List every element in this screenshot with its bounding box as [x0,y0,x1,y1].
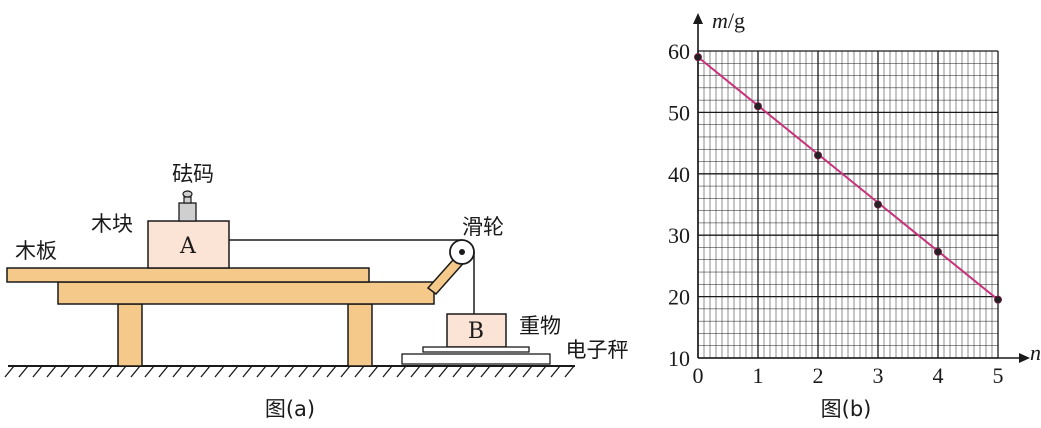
ground-hatch-mark [424,365,435,378]
ground-hatch-mark [256,365,267,378]
pulley-axle [459,249,465,255]
label-heavy-object: 重物 [519,314,561,338]
ground-hatch-mark [4,365,15,378]
experiment-apparatus: A B 砝码 木块 木板 滑轮 重物 电子秤 图(a) [4,162,629,421]
ground-hatch-mark [200,365,211,378]
y-axis-label-unit: /g [728,8,745,33]
y-tick-label: 60 [668,39,690,64]
ground-hatch-mark [88,365,99,378]
grid-minor [697,50,999,359]
label-weight: 砝码 [172,162,214,186]
label-electronic-scale: 电子秤 [566,338,629,362]
ground-hatching [4,365,575,378]
ground-hatch-mark [228,365,239,378]
ground-hatch-mark [382,365,393,378]
ground-hatch-mark [312,365,323,378]
ground-hatch-mark [466,365,477,378]
chart-axes [693,13,1030,363]
heavy-object-b-letter: B [468,319,484,344]
x-tick-label: 4 [933,363,944,388]
ground-hatch-mark [508,365,519,378]
data-point [874,200,883,209]
ground-hatch-mark [452,365,463,378]
y-tick-label: 50 [668,100,690,125]
ground-hatch-mark [214,365,225,378]
x-tick-label: 5 [993,363,1004,388]
mass-vs-n-chart: 0 1 2 3 4 5 10 20 30 40 50 60 m/g n 图(b) [668,8,1041,421]
ground-hatch-mark [396,365,407,378]
ground-hatch-mark [298,365,309,378]
block-a-letter: A [179,234,197,259]
label-block: 木块 [91,212,133,236]
ground-hatch-mark [46,365,57,378]
data-point [994,295,1003,304]
table-leg-right [347,303,373,367]
table-top [57,281,435,305]
data-point [814,151,823,160]
x-axis-arrow [1019,353,1030,363]
ground-hatch-mark [326,365,337,378]
y-tick-label: 20 [668,285,690,310]
table-leg-left [117,303,143,367]
tick-labels: 0 1 2 3 4 5 10 20 30 40 50 60 [668,39,1004,388]
ground-hatch-mark [158,365,169,378]
label-pulley: 滑轮 [462,215,504,239]
ground-hatch-mark [18,365,29,378]
ground-hatch-mark [60,365,71,378]
y-tick-label: 30 [668,223,690,248]
ground-hatch-mark [564,365,575,378]
data-point [934,247,943,256]
block-a [147,220,230,269]
ground-hatch-mark [550,365,561,378]
y-axis-label: m/g [712,8,745,33]
label-board: 木板 [15,239,57,263]
ground-hatch-mark [480,365,491,378]
ground-hatch-mark [438,365,449,378]
x-tick-label: 0 [693,363,704,388]
scale-plate [422,346,530,353]
y-axis-label-quantity: m [712,8,728,33]
caption-figure-b: 图(b) [821,397,872,421]
ground-hatch-mark [116,365,127,378]
y-axis-arrow [693,13,703,24]
ground-hatch-mark [410,365,421,378]
ground-hatch-mark [186,365,197,378]
ground-hatch-mark [270,365,281,378]
ground-hatch-mark [536,365,547,378]
x-axis-label: n [1030,340,1041,365]
ground-hatch-mark [130,365,141,378]
ground-hatch-mark [102,365,113,378]
ground-hatch-mark [522,365,533,378]
data-point [754,102,763,111]
ground-hatch-mark [172,365,183,378]
x-tick-label: 2 [813,363,824,388]
ground-hatch-mark [368,365,379,378]
y-tick-label: 10 [668,346,690,371]
ground-hatch-mark [354,365,365,378]
ground-hatch-mark [32,365,43,378]
data-points [694,53,1003,304]
ground-hatch-mark [74,365,85,378]
caption-figure-a: 图(a) [265,397,315,421]
ground-hatch-mark [494,365,505,378]
weight-body [178,202,197,222]
x-tick-label: 1 [753,363,764,388]
ground-hatch-mark [340,365,351,378]
weight-neck [183,196,192,204]
scale-base [401,353,551,365]
fit-line [697,56,999,301]
data-point [694,53,703,62]
wooden-board [6,267,370,283]
x-tick-label: 3 [873,363,884,388]
ground-hatch-mark [242,365,253,378]
weight-knob [182,190,193,198]
ground-hatch-mark [284,365,295,378]
y-tick-label: 40 [668,162,690,187]
ground-hatch-mark [144,365,155,378]
